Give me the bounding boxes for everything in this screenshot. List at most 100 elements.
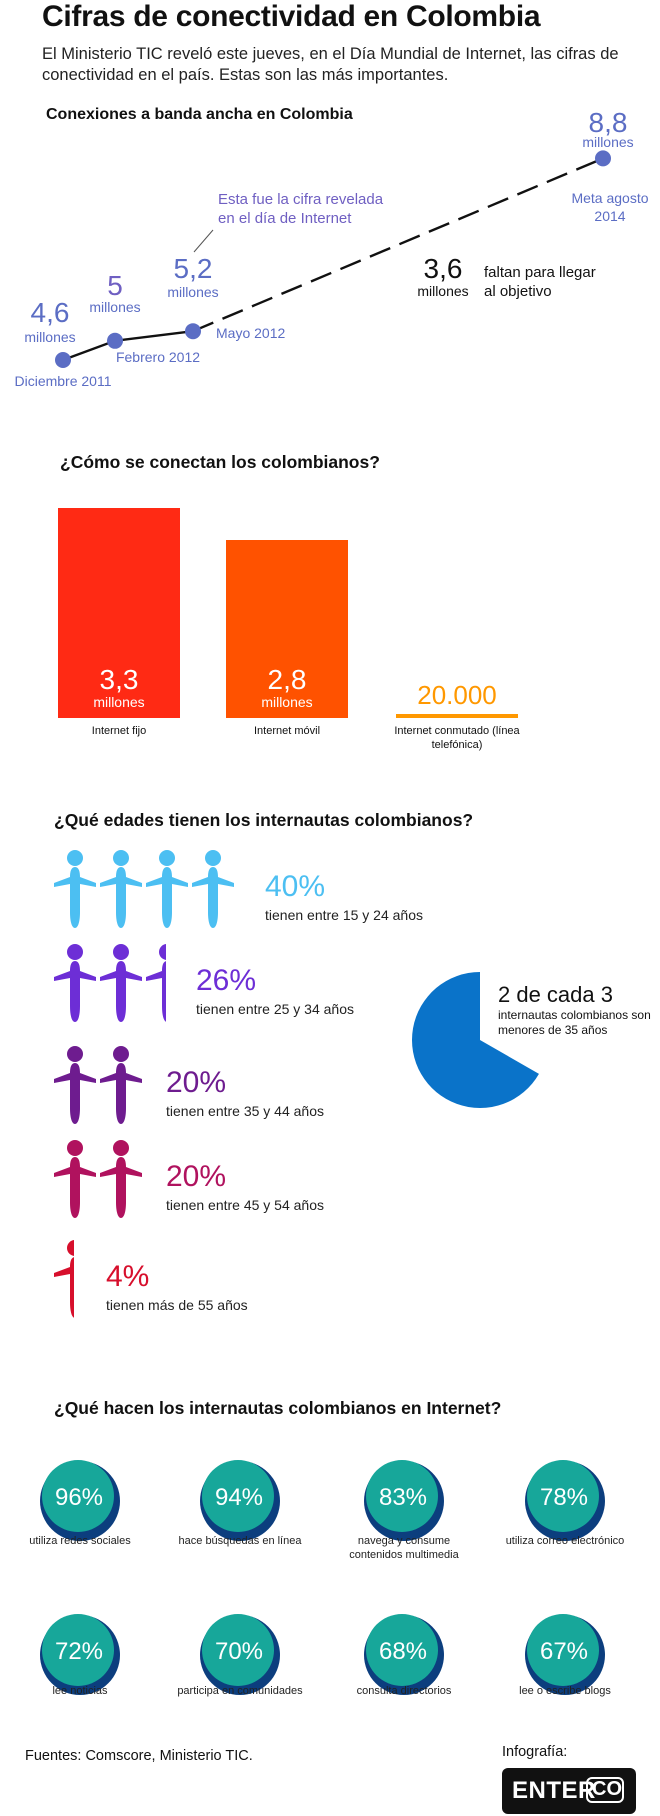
activity-badge — [364, 1614, 444, 1695]
activity-badge — [40, 1460, 120, 1541]
activity-badge — [525, 1460, 605, 1541]
person-icon — [146, 850, 188, 928]
logo-box-text: CO — [592, 1778, 622, 1800]
bar-value-label: 20.000 — [417, 680, 497, 710]
bar-value: 3,3 — [99, 664, 139, 695]
broadband-chart-title: Conexiones a banda ancha en Colombia — [46, 106, 353, 123]
line-projection — [192, 157, 604, 333]
activity-description: participa en comunidades — [177, 1685, 303, 1697]
person-icon — [100, 1140, 142, 1218]
line-value-label: 5 — [107, 270, 123, 301]
pie-slice-under-35 — [412, 972, 539, 1108]
person-icon — [100, 944, 142, 1022]
callout-line — [193, 229, 214, 253]
age-chart-title: ¿Qué edades tienen los internautas colom… — [54, 810, 474, 830]
age-description: tienen entre 45 y 54 años — [166, 1197, 325, 1213]
bar-3 — [396, 714, 518, 718]
line-unit-label: millones — [582, 134, 633, 150]
activity-percent: 78% — [539, 1484, 589, 1511]
bar-category-label: Internet conmutado (línea telefónica) — [394, 725, 520, 751]
line-point — [595, 150, 611, 167]
person-icon — [54, 1046, 96, 1124]
x-label: 2014 — [594, 208, 625, 224]
activity-badge — [364, 1460, 444, 1541]
person-icon — [54, 1240, 74, 1318]
line-point — [107, 332, 123, 349]
activity-description: utiliza correo electrónico — [505, 1535, 625, 1547]
activity-chart: 96% utiliza redes sociales 94% hace búsqued… — [29, 1460, 625, 1697]
logo-box: CO — [586, 1777, 624, 1803]
x-label: Mayo 2012 — [216, 325, 285, 341]
person-icon — [100, 1046, 142, 1124]
age-description: tienen entre 25 y 34 años — [196, 1001, 355, 1017]
activity-percent: 72% — [54, 1638, 104, 1665]
callout-text: Esta fue la cifra revelada — [218, 191, 384, 208]
activity-percent: 68% — [378, 1638, 428, 1665]
activity-description: hace búsquedas en línea — [178, 1535, 302, 1547]
gap-unit: millones — [417, 283, 468, 299]
line-value-label: 4,6 — [31, 297, 70, 328]
activity-badge — [40, 1614, 120, 1695]
activity-percent: 70% — [214, 1638, 264, 1665]
line-value-label: 5,2 — [174, 253, 213, 284]
activity-percent: 96% — [54, 1484, 104, 1511]
bar-value-label: 2,8 millones — [227, 664, 347, 711]
age-percent: 20% — [166, 1160, 227, 1193]
gap-value: 3,6 — [424, 253, 463, 284]
bar-value: 2,8 — [267, 664, 307, 695]
age-pie-chart — [412, 972, 539, 1108]
broadband-line-chart: 4,6millones5millones5,2millones8,8millon… — [14, 107, 648, 389]
pie-label: 2 de cada 3 — [498, 982, 613, 1007]
age-percent: 40% — [265, 870, 326, 903]
x-label: Meta agosto — [571, 190, 648, 206]
page-title: Cifras de conectividad en Colombia — [42, 0, 541, 33]
line-value-label: 8,8 — [589, 107, 628, 138]
age-percent: 26% — [196, 964, 257, 997]
person-icon — [54, 944, 96, 1022]
bar-unit: millones — [93, 694, 145, 710]
activity-percent: 94% — [214, 1484, 264, 1511]
age-description: tienen entre 35 y 44 años — [166, 1103, 325, 1119]
activity-badge — [200, 1614, 280, 1695]
logo-text: ENTER — [512, 1777, 596, 1804]
bar-2 — [226, 539, 348, 718]
line-unit-label: millones — [24, 329, 75, 345]
gap-text: al objetivo — [484, 283, 552, 300]
bar-category-label: Internet móvil — [253, 725, 321, 737]
person-icon — [54, 850, 96, 928]
x-label: Febrero 2012 — [116, 349, 200, 365]
bar-unit: millones — [261, 694, 313, 710]
age-percent: 4% — [106, 1260, 150, 1293]
activity-description: consulta directorios — [356, 1685, 452, 1697]
person-icon — [192, 850, 234, 928]
line-point — [185, 323, 201, 340]
intro-text: El Ministerio TIC reveló este jueves, en… — [42, 45, 619, 84]
enterco-logo: ENTER CO — [502, 1768, 636, 1814]
x-label: Diciembre 2011 — [14, 373, 111, 389]
age-chart: 40% tienen entre 15 y 24 años 26% tienen en… — [54, 850, 424, 1318]
line-unit-label: millones — [167, 284, 218, 300]
bar-category-label: Internet fijo — [91, 725, 147, 737]
activity-description: lee o escribe blogs — [519, 1685, 611, 1697]
age-description: tienen entre 15 y 24 años — [265, 907, 424, 923]
connection-chart-title: ¿Cómo se conectan los colombianos? — [60, 452, 380, 472]
person-icon — [100, 850, 142, 928]
activity-percent: 67% — [539, 1638, 589, 1665]
activity-description: utiliza redes sociales — [29, 1535, 131, 1547]
bar-1 — [58, 508, 180, 718]
connection-bar-chart: 3,3 millones Internet fijo 2,8 millones Inter… — [0, 0, 660, 760]
line-unit-label: millones — [89, 299, 140, 315]
credit-label: Infografía: — [502, 1744, 568, 1760]
activity-description: lee noticias — [52, 1685, 108, 1697]
sources-text: Fuentes: Comscore, Ministerio TIC. — [25, 1748, 253, 1764]
person-icon — [146, 944, 166, 1022]
person-icon — [54, 1140, 96, 1218]
bar-value-label: 3,3 millones — [59, 664, 179, 711]
age-percent: 20% — [166, 1066, 227, 1099]
activity-chart-title: ¿Qué hacen los internautas colombianos e… — [54, 1398, 502, 1418]
line-point — [55, 352, 71, 368]
pie-text: internautas colombianos son menores de 3… — [498, 1008, 651, 1037]
activity-badge — [525, 1614, 605, 1695]
activity-badge — [200, 1460, 280, 1541]
activity-description: navega y consume contenidos multimedia — [349, 1535, 459, 1561]
